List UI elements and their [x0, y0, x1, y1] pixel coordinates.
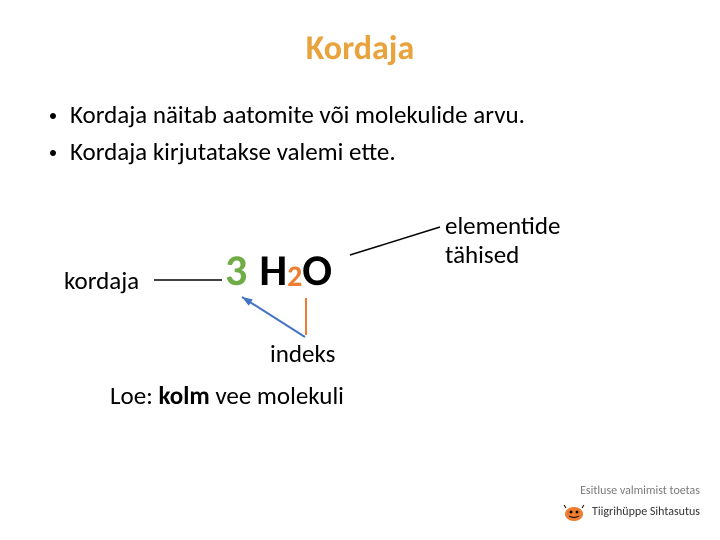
formula-part: O — [302, 243, 332, 297]
label-elementide: elementide — [445, 210, 560, 241]
indeks-arrow-group — [242, 297, 305, 337]
bullet-text: Kordaja kirjutatakse valemi ette. — [70, 136, 396, 167]
elementide-line — [350, 227, 440, 255]
footer-logo-text: Tiigrihüppe Sihtasutus — [592, 505, 700, 519]
chemical-formula: 3H2O — [225, 243, 332, 297]
bullet-list: Kordaja näitab aatomite või molekulide a… — [50, 99, 670, 167]
footer-logo: Tiigrihüppe Sihtasutus — [562, 502, 700, 522]
indeks-arrow-line — [242, 297, 305, 337]
bullet-text: Kordaja näitab aatomite või molekulide a… — [70, 99, 525, 130]
label-kordaja: kordaja — [64, 265, 139, 296]
footer-caption: Esitluse valmimist toetas — [562, 484, 700, 498]
bullet-dot — [50, 113, 56, 119]
formula-part: 3 — [225, 243, 247, 297]
slide: Kordaja Kordaja näitab aatomite või mole… — [0, 0, 720, 540]
label-tahised: tähised — [445, 239, 519, 270]
reading-text: Loe: kolm vee molekuli — [110, 380, 344, 411]
slide-title: Kordaja — [50, 28, 670, 69]
bullet-item: Kordaja näitab aatomite või molekulide a… — [50, 99, 670, 130]
bullet-item: Kordaja kirjutatakse valemi ette. — [50, 136, 670, 167]
formula-subscript: 2 — [287, 258, 302, 295]
indeks-arrow-head — [242, 297, 253, 306]
tiger-icon — [562, 502, 586, 522]
kordaja-connector — [50, 205, 720, 405]
footer: Esitluse valmimist toetas Tiigrihüppe Si… — [562, 484, 700, 522]
formula-part: H — [259, 243, 287, 297]
formula-diagram: 3H2O kordaja elementide tähised indeks L… — [50, 205, 670, 405]
bullet-dot — [50, 150, 56, 156]
label-indeks: indeks — [270, 338, 335, 369]
